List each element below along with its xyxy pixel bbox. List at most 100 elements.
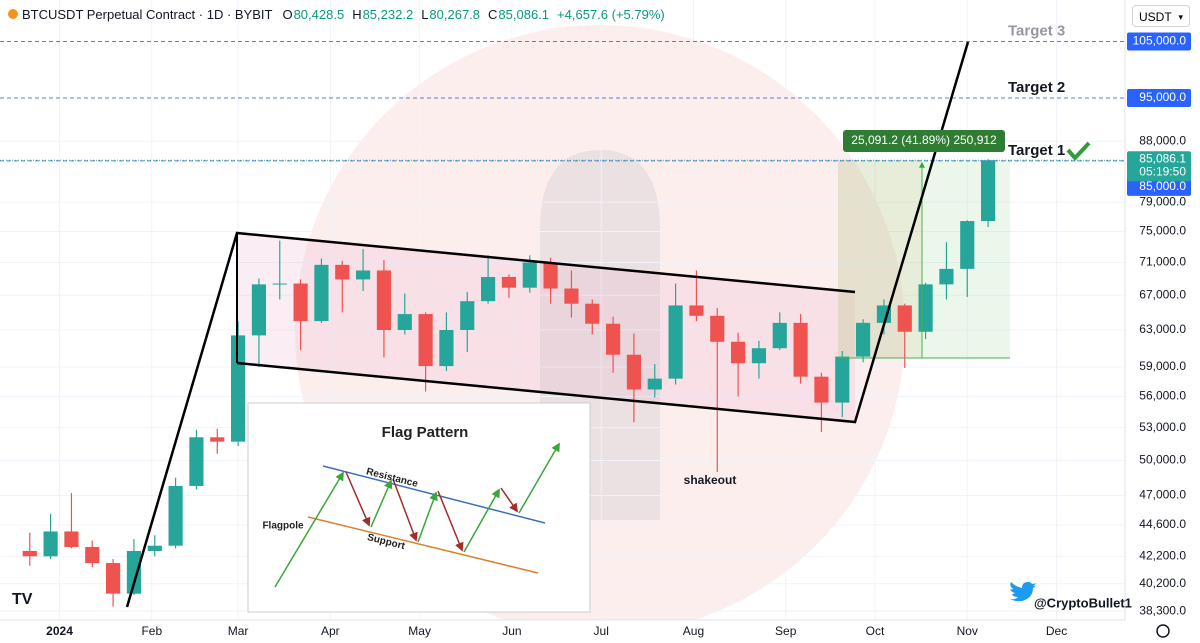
currency-select[interactable]: USDT ▾ [1132,5,1190,27]
candle-body [231,335,246,442]
header: BTCUSDT Perpetual Contract · 1D · BYBIT O… [8,7,673,22]
x-tick-label: Jul [594,624,609,638]
inset-arrow [437,490,464,552]
candle-body [689,305,704,316]
inset-arrow [274,471,344,588]
y-tick-label: 63,000.0 [1139,322,1186,336]
candle-body [981,160,996,222]
target-label: Target 1 [1008,142,1065,159]
level-label: 95,000.0 [1139,90,1186,104]
inset-support [307,516,539,574]
candle-body [939,268,954,285]
price-tag [1127,151,1191,182]
y-tick-label: 50,000.0 [1139,453,1186,467]
countdown: 05:19:50 [1139,164,1186,178]
candle-body [189,437,204,486]
y-tick-label: 38,300.0 [1139,603,1186,617]
x-tick-label: Dec [1046,624,1067,638]
candle-body [501,276,517,288]
price-axis [1125,0,1200,643]
x-tick-label: Aug [683,624,704,638]
candle-body [85,547,100,564]
candle-body [522,262,537,288]
y-tick-label: 40,200.0 [1139,576,1186,590]
logo: TV [12,591,33,608]
candle-body [293,283,308,322]
candle-body [814,376,829,403]
candle-body [168,485,183,546]
inset-arrow [500,487,519,513]
author: @CryptoBullet1 [1034,595,1132,610]
candle-body [668,305,683,379]
candle-body [835,356,850,403]
time-axis [0,620,1200,643]
x-tick-label: Feb [141,624,162,638]
y-tick-label: 44,600.0 [1139,517,1186,531]
y-tick-label: 88,000.0 [1139,133,1186,147]
ohlc-label: O [282,7,293,22]
x-tick-label: Mar [228,624,249,638]
settings-icon[interactable] [1156,624,1170,638]
inset-arrow [417,491,438,543]
y-tick-label: 75,000.0 [1139,224,1186,238]
price-label: 85,086.1 [1139,151,1186,165]
inset-arrow [392,478,418,542]
candle-body [335,264,350,280]
y-tick-label: 56,000.0 [1139,389,1186,403]
measure-label-box [843,130,1005,152]
candle-body [22,550,37,557]
candle-body [731,341,746,364]
level-tag [1127,32,1191,51]
candle-body [251,284,267,336]
flag-fill [237,233,855,422]
candle-body [606,323,621,355]
candle-body [43,531,58,557]
level-label: 105,000.0 [1133,34,1187,48]
candle-body [106,563,121,594]
candle-body [543,262,558,289]
candle-body [626,354,642,390]
candle-body [460,301,475,330]
y-tick-label: 59,000.0 [1139,359,1186,373]
candle-body [64,531,79,548]
candle-body [439,329,454,367]
level-label: 85,000.0 [1139,179,1186,193]
ohlc-label: H [352,7,362,22]
level-tag [1127,88,1191,107]
candle-body [918,284,933,332]
candle-body [564,288,579,304]
measure-label: 25,091.2 (41.89%) 250,912 [851,133,997,147]
candle-body [210,437,225,442]
candle-body [314,264,329,322]
candle-body [356,270,371,280]
candle-body [397,314,412,330]
inset-arrow [518,442,560,514]
ohlc-value: 80,428.5 [293,7,345,22]
inset-arrow [463,488,500,553]
inset-arrow [345,471,371,527]
y-tick-label: 47,000.0 [1139,488,1186,502]
target-label: Target 3 [1008,22,1065,39]
twitter-icon [1008,582,1036,602]
x-tick-label: Sep [775,624,797,638]
change: +4,657.6 (+5.79%) [557,7,665,22]
x-tick-label: Apr [321,624,340,638]
y-tick-label: 53,000.0 [1139,420,1186,434]
y-tick-label: 71,000.0 [1139,255,1186,269]
candle-body [793,322,808,377]
candle-body [960,221,975,269]
annotation: shakeout [684,473,737,487]
candle-body [126,550,142,594]
ohlc-value: 80,267.8 [429,7,481,22]
coin-icon [8,9,18,19]
ohlc-value: 85,086.1 [498,7,550,22]
caret: ▾ [1178,12,1183,22]
candle-body [751,348,767,364]
inset-title: Flag Pattern [382,424,469,441]
candle-body [585,303,600,324]
flag-lower [236,41,970,424]
target-label: Target 2 [1008,79,1065,96]
candle-body [647,378,662,390]
